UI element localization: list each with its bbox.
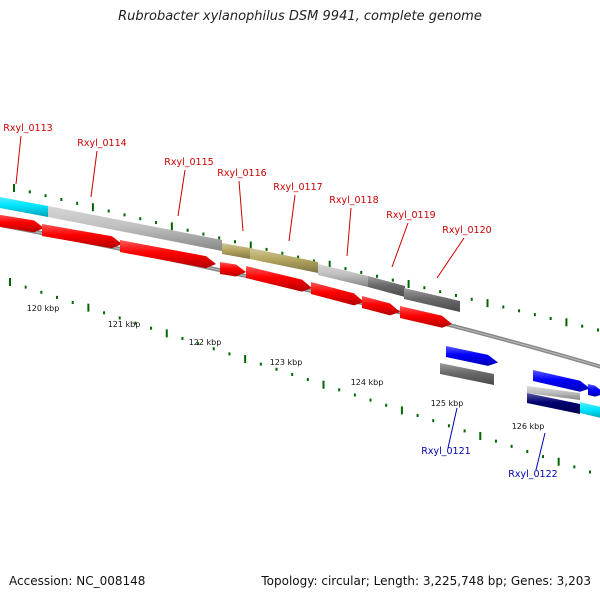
feature-bar-darkgray	[440, 363, 494, 385]
gene-arrow-reverse	[446, 346, 498, 366]
scale-label: 124 kbp	[351, 378, 384, 387]
gene-arrow-reverse	[533, 370, 590, 392]
label-leader	[436, 237, 465, 279]
gene-arrow-forward	[120, 240, 216, 269]
label-leader	[90, 150, 98, 198]
scale-label: 121 kbp	[108, 320, 141, 329]
feature-bar-gray	[48, 206, 222, 251]
label-leader	[346, 207, 352, 257]
label-leader	[238, 180, 244, 232]
feature-bar-gray	[527, 386, 580, 400]
gene-label-forward: Rxyl_0116	[217, 168, 266, 179]
backbone-line	[0, 222, 600, 369]
gene-label-forward: Rxyl_0117	[273, 182, 322, 193]
scale-label: 123 kbp	[270, 358, 303, 367]
gene-label-reverse: Rxyl_0122	[508, 469, 557, 480]
feature-bar-darkgray	[404, 288, 460, 312]
scale-label: 125 kbp	[431, 399, 464, 408]
map-title: Rubrobacter xylanophilus DSM 9941, compl…	[118, 9, 482, 24]
gene-label-forward: Rxyl_0114	[77, 138, 126, 149]
gene-arrow-forward	[42, 224, 122, 249]
gene-arrow-reverse	[588, 384, 600, 397]
feature-bar-olive	[250, 248, 318, 273]
feature-bar-gray	[318, 264, 368, 287]
scale-label: 122 kbp	[189, 338, 222, 347]
tick-marks	[9, 184, 599, 474]
accession-text: Accession: NC_008148	[9, 574, 146, 588]
gene-arrow-forward	[0, 214, 44, 233]
gene-arrow-forward	[400, 306, 452, 328]
label-leader	[177, 169, 186, 217]
feature-bar-darkgray	[368, 276, 405, 297]
gene-arrow-forward	[220, 262, 246, 277]
feature-bar-cyan	[0, 196, 48, 217]
gene-arrow-forward	[246, 266, 312, 292]
feature-bar-cyan	[580, 402, 600, 418]
scale-label: 120 kbp	[27, 304, 60, 313]
labels: 120 kbp 121 kbp 122 kbp 123 kbp 124 kbp 125 k…	[3, 123, 557, 480]
gene-label-forward: Rxyl_0113	[3, 123, 52, 134]
label-leader	[288, 194, 296, 242]
label-leader	[535, 432, 546, 471]
gene-label-forward: Rxyl_0118	[329, 195, 378, 206]
scale-label: 126 kbp	[512, 422, 545, 431]
gene-arrows	[0, 214, 600, 397]
genome-summary-text: Topology: circular; Length: 3,225,748 bp…	[261, 574, 591, 588]
feature-bar-navy	[527, 393, 580, 414]
backbone-highlight	[0, 224, 600, 368]
gene-arrow-forward	[362, 296, 400, 316]
gene-label-forward: Rxyl_0119	[386, 210, 435, 221]
label-leaders	[15, 135, 546, 471]
feature-bar-olive	[222, 243, 250, 259]
label-leader	[15, 135, 22, 185]
gene-label-reverse: Rxyl_0121	[421, 446, 470, 457]
feature-bars	[0, 196, 600, 418]
gene-label-forward: Rxyl_0120	[442, 225, 491, 236]
gene-label-forward: Rxyl_0115	[164, 157, 213, 168]
gene-arrow-forward	[311, 282, 364, 306]
label-leader	[391, 222, 409, 268]
backbone	[0, 222, 600, 369]
label-leader	[447, 407, 458, 449]
